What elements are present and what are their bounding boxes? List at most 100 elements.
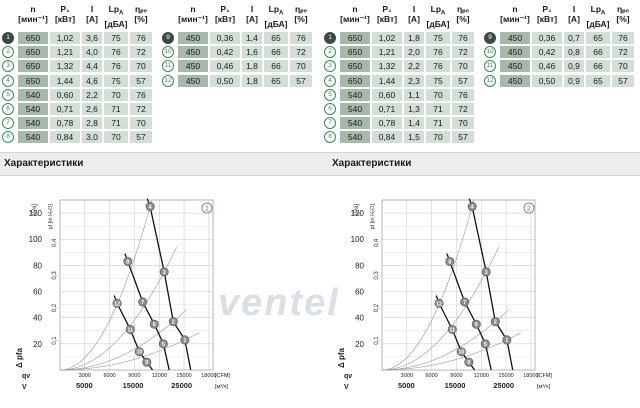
table2-right-row-number-badge: 12 — [484, 74, 496, 87]
table2-left-header-eta-unit: [%] — [456, 14, 470, 24]
chart2-x-tick-label: 6000 — [425, 373, 437, 379]
table1-left-cell-lpa: 76 — [104, 46, 128, 59]
table1-left-cell-n: 650 — [18, 60, 48, 73]
chart1-operating-point-marker — [125, 324, 135, 334]
table1-right-cell-i: 1,8 — [242, 60, 262, 73]
table2-right-header-n-unit: [мин⁻¹] — [500, 14, 530, 24]
chart2-x2-tick-label: 5000 — [398, 381, 415, 390]
table2-right-header-p: P₁ [кВт] — [532, 4, 562, 24]
chart2-operating-point-marker — [471, 319, 481, 329]
chart2-system-curve — [382, 200, 475, 371]
table1-left-cell-n: 650 — [18, 46, 48, 59]
table2-right-cell-n: 450 — [500, 74, 530, 87]
table2-left-cell-i: 1,1 — [404, 88, 424, 101]
table2-right-cell-p: 0,42 — [532, 46, 562, 59]
table1-right-cell-p: 0,46 — [210, 60, 240, 73]
table1-right-header-lpa-unit: [дБА] — [264, 18, 288, 29]
chart2-operating-point: 3 — [481, 267, 491, 277]
table1-left-header-i-label: I — [90, 4, 94, 14]
table2-left-row: 8 540 0,84 1,5 70 57 — [322, 131, 478, 144]
table1-left-cell-p: 0,78 — [50, 117, 80, 130]
table2-left-row: 5 540 0,60 1,1 70 76 — [322, 88, 478, 101]
table1-right-cell-eta: 57 — [290, 74, 312, 87]
table1-left-row: 3 650 1,32 4,4 76 70 — [0, 60, 156, 73]
table1-left-cell-p: 1,02 — [50, 32, 80, 44]
table1-left-cell-i: 3,6 — [82, 32, 102, 44]
chart2-operating-point-label: 7 — [463, 300, 466, 306]
table2-left-cell-eta: 76 — [452, 88, 474, 101]
table1-right-cell-p: 0,36 — [210, 32, 240, 44]
chart2-y-tick-label: 40 — [355, 314, 364, 323]
chart1-operating-point: 8 — [123, 256, 133, 266]
table1-left-cell-i: 2,8 — [82, 117, 102, 130]
table2-right-cell-lpa: 66 — [586, 46, 610, 59]
table1-left-cell-eta: 72 — [130, 103, 152, 115]
chart2-operating-point: 11 — [447, 324, 457, 334]
table2-left-cell-lpa: 75 — [426, 32, 450, 44]
chart1-operating-point-marker — [158, 339, 168, 349]
chart2-operating-point-label: 11 — [449, 327, 455, 333]
chart2-system-curve — [382, 247, 499, 371]
table1-left-row-number-badge: 3 — [2, 60, 14, 73]
table1-left-header-i-unit: [A] — [86, 14, 98, 24]
chart2-operating-point-marker — [460, 297, 470, 307]
table1-left-cell-lpa: 76 — [104, 60, 128, 73]
table2-left-cell-n: 650 — [340, 32, 370, 44]
table2-left-row-number-badge: 8 — [324, 131, 336, 144]
table1-left-header-eta-label: ηₚₑ — [134, 4, 148, 14]
chart2-y-axis-label: Δ pfa — [337, 347, 346, 368]
chart1-operating-point-label: 3 — [163, 270, 166, 276]
table1-left-cell-i: 4,6 — [82, 74, 102, 87]
chart1-operating-point-marker — [149, 319, 159, 329]
table1-right-cell-n: 450 — [178, 60, 208, 73]
table1-left-cell-p: 0,60 — [50, 88, 80, 101]
table1-right-header-eta-unit: [%] — [294, 14, 308, 24]
table2-right-cell-p: 0,46 — [532, 60, 562, 73]
table1-left-row: 7 540 0,78 2,8 71 70 — [0, 117, 156, 130]
table1-left-cell-n: 650 — [18, 32, 48, 44]
chart2-operating-point-label: 10 — [458, 350, 464, 356]
table1-left-row: 2 650 1,21 4,0 76 72 — [0, 46, 156, 59]
table1-right-header-p: P₁ [кВт] — [210, 4, 240, 24]
table1-left-row-number-badge: 2 — [2, 46, 14, 59]
chart1-operating-point: 1 — [180, 335, 190, 345]
table2-left-cell-lpa: 70 — [426, 88, 450, 101]
table2-right-cell-n: 450 — [500, 32, 530, 44]
chart1-x2-tick-label: 25000 — [171, 381, 192, 390]
table1-right-row: 11 450 0,46 1,8 66 70 — [160, 60, 316, 73]
table1-right-cell-eta: 70 — [290, 60, 312, 73]
chart1-operating-point: 2 — [168, 317, 178, 327]
chart2-y2-tick-label: 0,3 — [374, 271, 380, 280]
chart2-system-curve — [382, 309, 509, 371]
chart1-y-tick-label: 120 — [29, 209, 43, 218]
chart2-operating-point-marker — [481, 267, 491, 277]
table2-left-cell-i: 2,0 — [404, 46, 424, 59]
table1-right-row-number-badge: 11 — [162, 60, 174, 73]
table1-left-cell-i: 2,2 — [82, 88, 102, 101]
table2-left-row-number-badge: 6 — [324, 103, 336, 115]
table1-left-cell-p: 0,71 — [50, 103, 80, 115]
chart1-system-curve — [60, 309, 187, 371]
table1-left-header-p-label: P₁ — [60, 4, 70, 14]
table2-left-cell-p: 0,84 — [372, 131, 402, 144]
chart1-y2-unit-label: pf [in H₂O] — [48, 204, 54, 230]
table2-left-cell-eta: 72 — [452, 103, 474, 115]
section-title-1: Характеристики — [4, 158, 84, 169]
table2-right-row: 11 450 0,46 0,9 66 70 — [482, 60, 638, 73]
table2-right-header-n: n [мин⁻¹] — [500, 4, 530, 24]
table1-left-cell-i: 4,0 — [82, 46, 102, 59]
table1-right-row: 12 450 0,50 1,8 65 57 — [160, 74, 316, 87]
chart1-operating-point-label: 5 — [162, 342, 165, 348]
chart1-operating-point-label: 8 — [126, 259, 129, 265]
table2-left-row: 7 540 0,78 1,4 71 70 — [322, 117, 478, 130]
chart1-operating-point-marker — [145, 202, 155, 212]
chart2-operating-point-label: 9 — [467, 360, 470, 366]
table1-left-cell-n: 650 — [18, 74, 48, 87]
chart1-badge-circle — [201, 202, 213, 214]
table1-left-row: 1 650 1,02 3,6 75 76 — [0, 32, 156, 44]
chart2-x2-unit-label: [м³/ч] — [537, 384, 551, 390]
table2-left-header-n-label: n — [352, 4, 358, 14]
spec-table-1: n [мин⁻¹] P₁ [кВт] I [A] LpA [дБА] ηₚₑ [%] n [мин⁻¹… — [0, 4, 320, 144]
section-bar-characteristics: Характеристики Характеристики — [0, 152, 640, 176]
table1-left-cell-p: 0,84 — [50, 131, 80, 144]
